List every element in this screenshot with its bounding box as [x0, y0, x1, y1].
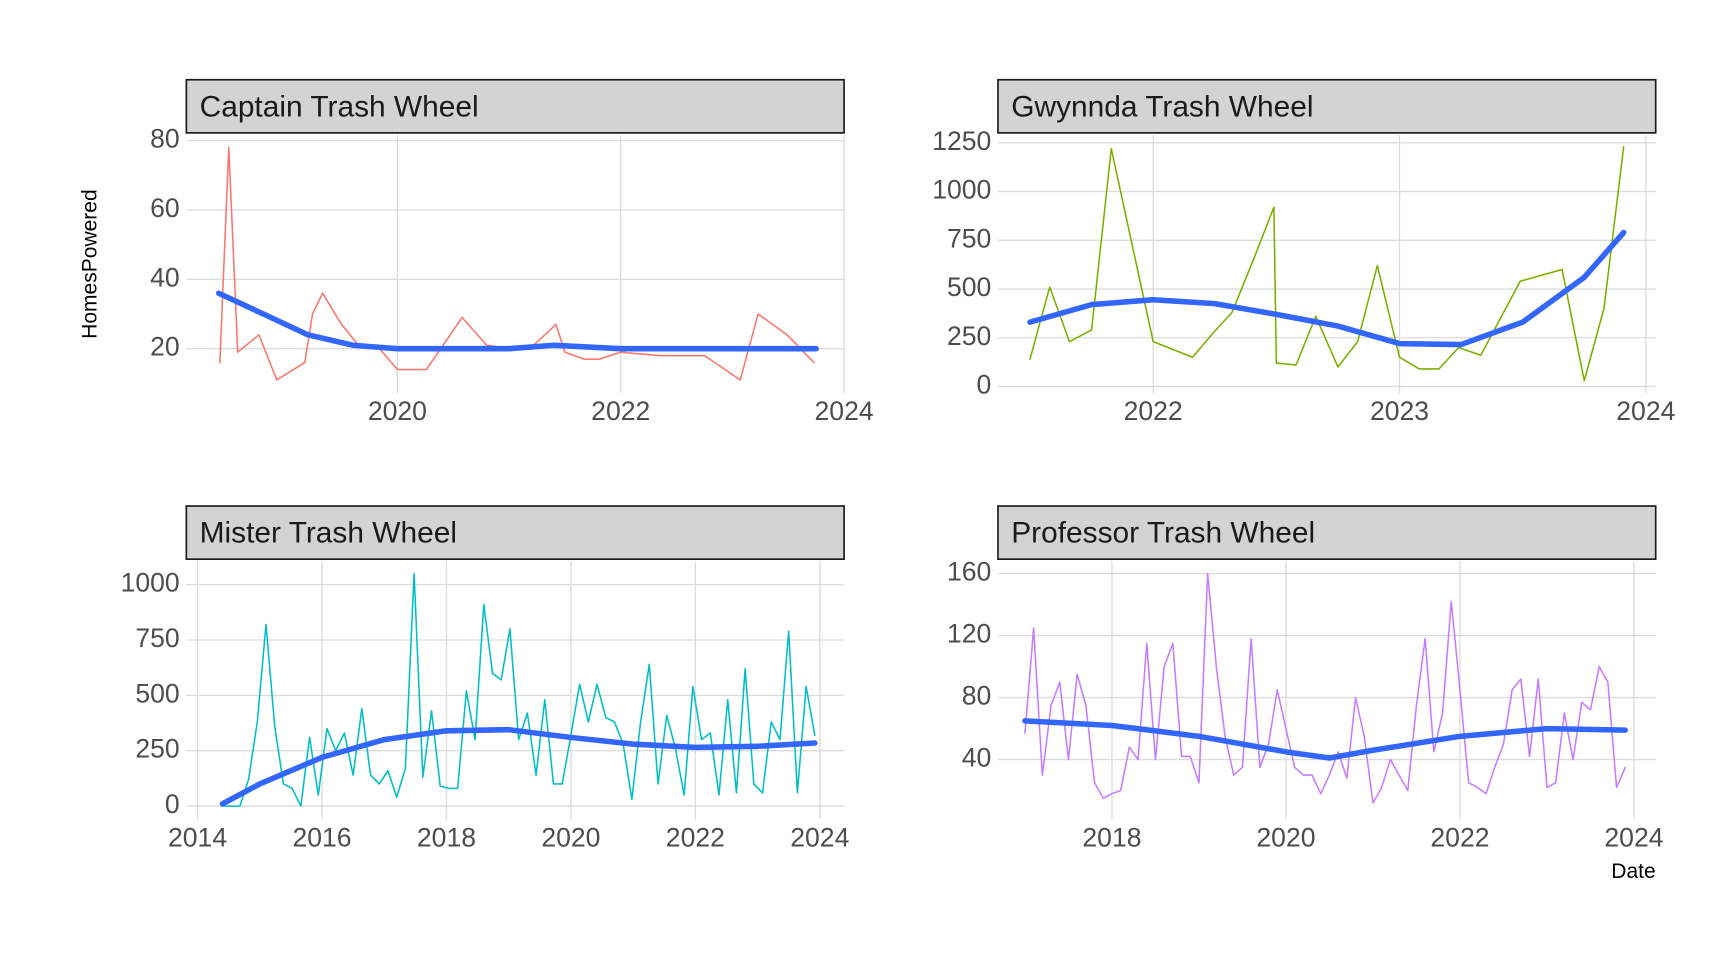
strip-title: Mister Trash Wheel: [200, 517, 457, 550]
x-tick-label: 2016: [292, 822, 351, 852]
y-tick-label: 0: [165, 789, 180, 819]
strip: [997, 505, 1657, 561]
data-line: [1022, 718, 1629, 761]
facet: 2014 2016 2018 2020 2022 2024 0 250 500 750 1000 Mi…: [121, 505, 849, 852]
y-tick-label: 60: [150, 193, 180, 223]
x-tick-label: 2022: [1430, 822, 1489, 852]
x-tick-label: 2018: [417, 822, 476, 852]
strip-title: Gwynnda Trash Wheel: [1011, 90, 1313, 123]
x-tick-label: 2020: [368, 396, 427, 426]
y-tick-label: 500: [947, 272, 991, 302]
y-tick-label: 1000: [932, 175, 991, 205]
y-tick-label: 0: [977, 369, 992, 399]
strip-title: Professor Trash Wheel: [1011, 517, 1315, 550]
x-tick-label: 2020: [541, 822, 600, 852]
x-tick-label: 2023: [1370, 396, 1429, 426]
x-axis-title: Date: [1611, 860, 1655, 883]
data-line: [1027, 229, 1627, 348]
x-tick-label: 2024: [1604, 822, 1663, 852]
y-tick-label: 250: [135, 734, 179, 764]
facet: 2018 2020 2022 2024 40 80 120 160 Professor Tras…: [947, 505, 1663, 883]
y-tick-label: 80: [962, 681, 992, 711]
x-tick-label: 2024: [815, 396, 874, 426]
y-tick-label: 80: [150, 124, 180, 154]
data-line: [221, 572, 816, 807]
x-tick-label: 2018: [1082, 822, 1141, 852]
data-line: [219, 726, 818, 807]
y-tick-label: 1250: [932, 126, 991, 156]
y-tick-label: 40: [962, 743, 992, 773]
strip-title: Captain Trash Wheel: [200, 90, 479, 123]
y-tick-label: 500: [135, 678, 179, 708]
strip: [997, 78, 1657, 134]
data-line: [1029, 146, 1625, 382]
strip: [185, 78, 845, 134]
y-tick-label: 160: [947, 557, 991, 587]
x-tick-label: 2024: [1616, 396, 1675, 426]
y-tick-label: 750: [135, 623, 179, 653]
y-axis-title: HomesPowered: [79, 189, 102, 339]
y-tick-label: 20: [150, 332, 180, 362]
facet: 2022 2023 2024 0 250 500 750 1000 1250 Gwynnda Tr…: [932, 78, 1675, 426]
x-tick-label: 2022: [591, 396, 650, 426]
data-line: [1024, 572, 1627, 804]
y-tick-label: 750: [947, 223, 991, 253]
y-tick-label: 1000: [121, 568, 180, 598]
data-line: [215, 290, 819, 352]
y-tick-label: 120: [947, 619, 991, 649]
facet: 2020 2022 2024 20 40 60 80 Captain Trash Wheel H…: [79, 78, 874, 426]
strip: [185, 505, 845, 561]
y-tick-label: 250: [947, 321, 991, 351]
x-tick-label: 2022: [666, 822, 725, 852]
x-tick-label: 2022: [1124, 396, 1183, 426]
data-line: [219, 146, 815, 381]
y-tick-label: 40: [150, 262, 180, 292]
x-tick-label: 2020: [1256, 822, 1315, 852]
x-tick-label: 2014: [168, 822, 227, 852]
x-tick-label: 2024: [790, 822, 849, 852]
